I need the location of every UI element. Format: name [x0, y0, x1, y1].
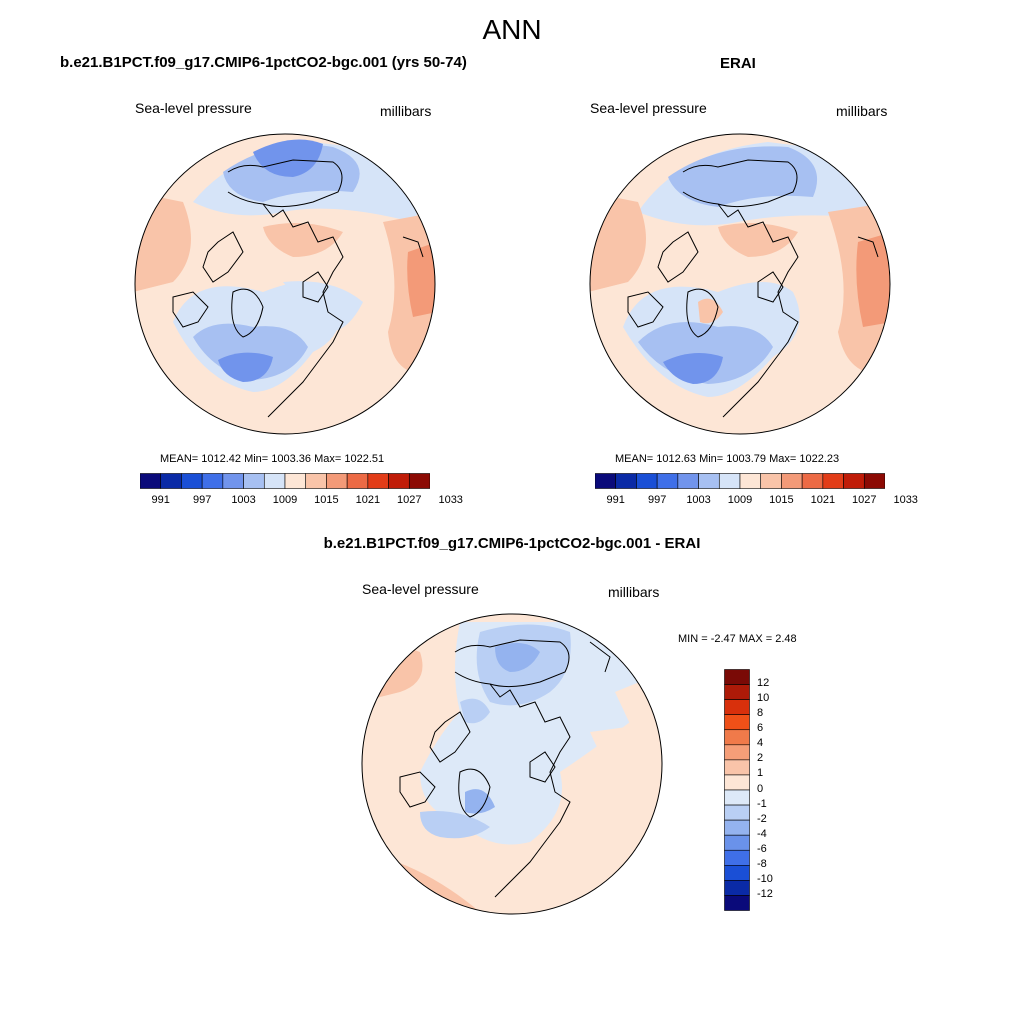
panel3-colorbar-tick-label: 2	[757, 752, 764, 765]
panel3-colorbar-tick-label: -4	[757, 827, 767, 840]
panel3-colorbar-tick-label: -12	[757, 887, 773, 900]
panel2-colorbar-swatch	[822, 473, 844, 489]
panel3-colorbar-swatch	[724, 880, 750, 896]
panel3-colorbar-tick-label: 8	[757, 707, 764, 720]
panel1-colorbar-tick-label: 991	[151, 494, 170, 506]
panel1-colorbar-tick-label: 1027	[397, 494, 422, 506]
panel1-colorbar-tick-label: 1003	[231, 494, 256, 506]
panel1-colorbar-swatch	[408, 473, 430, 489]
panel1-colorbar-swatch	[201, 473, 224, 489]
panel3-variable-label: Sea-level pressure	[362, 581, 479, 597]
panel1-variable-label: Sea-level pressure	[135, 100, 252, 116]
panel3-colorbar-swatch	[724, 789, 750, 806]
panel1-colorbar-tick-label: 1009	[272, 494, 298, 506]
panel2-colorbar-swatch	[615, 473, 637, 489]
panel1-colorbar-swatch	[284, 473, 307, 489]
panel3-colorbar-tick-label: -2	[757, 812, 767, 825]
panel3-colorbar-swatch	[724, 744, 750, 761]
panel2-colorbar	[595, 473, 885, 489]
panel3-colorbar-swatch	[724, 699, 750, 715]
panel2-colorbar-tick-label: 1033	[893, 494, 918, 506]
panel2-stats: MEAN= 1012.63 Min= 1003.79 Max= 1022.23	[615, 453, 840, 465]
panel2-colorbar-tick-label: 991	[606, 494, 625, 506]
panel3-colorbar-swatch	[724, 684, 750, 700]
panel2-colorbar-tick-label: 997	[647, 494, 667, 506]
panel2-colorbar-tick-label: 1003	[686, 494, 711, 506]
panel2-colorbar-swatch	[801, 473, 824, 489]
panel3-colorbar-swatch	[724, 819, 750, 836]
panel2-colorbar-swatch	[677, 473, 699, 489]
panel2-colorbar-swatch	[739, 473, 762, 489]
panel3-colorbar-swatch	[724, 849, 750, 866]
panel3-colorbar-swatch	[724, 759, 750, 776]
panel2-variable-label: Sea-level pressure	[590, 100, 707, 116]
panel3-colorbar	[724, 669, 750, 911]
panel3-colorbar-swatch	[724, 774, 750, 791]
panel1-colorbar-tick-label: 997	[192, 494, 212, 506]
panel2-colorbar-tick-label: 1027	[852, 494, 877, 506]
panel1-stats: MEAN= 1012.42 Min= 1003.36 Max= 1022.51	[160, 453, 385, 465]
panel3-colorbar-swatch	[724, 714, 750, 731]
panel3-colorbar-swatch	[724, 895, 750, 911]
panel2-units-label: millibars	[836, 103, 888, 119]
panel1-colorbar-swatch	[388, 473, 410, 489]
panel1-colorbar-swatch	[181, 473, 203, 489]
panel3-colorbar-swatch	[724, 834, 750, 851]
panel3-colorbar-tick-label: -10	[757, 872, 773, 885]
panel1-colorbar-swatch	[367, 473, 389, 489]
figure-title: ANN	[482, 14, 542, 45]
panel2-colorbar-swatch	[636, 473, 658, 489]
panel3-units-label: millibars	[608, 584, 660, 600]
panel2-colorbar-swatch	[698, 473, 720, 489]
panel1-colorbar-swatch	[326, 473, 348, 489]
panel3-colorbar-tick-label: -8	[757, 857, 767, 870]
panel1-colorbar-swatch	[305, 473, 327, 489]
panel3-colorbar-tick-label: 10	[757, 692, 770, 705]
panel2-colorbar-swatch	[656, 473, 679, 489]
panel1-colorbar-tick-label: 1015	[314, 494, 339, 506]
panel1-colorbar-swatch	[140, 473, 162, 489]
panel3-colorbar-tick-label: 1	[757, 767, 764, 780]
panel3-colorbar-swatch	[724, 669, 750, 685]
panel2-colorbar-swatch	[760, 473, 782, 489]
panel1-colorbar-swatch	[160, 473, 182, 489]
panel1-polar-map	[134, 133, 436, 435]
panel1-units-label: millibars	[380, 103, 432, 119]
panel3-colorbar-tick-label: 0	[757, 782, 764, 795]
panel2-colorbar-swatch	[718, 473, 741, 489]
panel3-stats: MIN = -2.47 MAX = 2.48	[678, 633, 797, 645]
panel3-polar-map	[361, 613, 663, 915]
panel3-colorbar-tick-label: 4	[757, 737, 764, 750]
panel2-colorbar-tick-label: 1009	[727, 494, 753, 506]
panel3-colorbar-swatch	[724, 729, 750, 746]
panel1-colorbar-swatch	[346, 473, 369, 489]
panel1-colorbar-swatch	[243, 473, 265, 489]
panel2-colorbar-tick-label: 1021	[810, 494, 836, 506]
panel2-colorbar-swatch	[843, 473, 865, 489]
panel3-colorbar-tick-label: 12	[757, 677, 770, 690]
panel2-colorbar-swatch	[781, 473, 803, 489]
panel3-title: b.e21.B1PCT.f09_g17.CMIP6-1pctCO2-bgc.00…	[323, 535, 701, 552]
panel3-colorbar-swatch	[724, 804, 750, 821]
panel2-colorbar-swatch	[595, 473, 617, 489]
panel2-colorbar-tick-label: 1015	[769, 494, 794, 506]
panel3-colorbar-tick-label: -6	[757, 842, 767, 855]
panel3-colorbar-swatch	[724, 865, 750, 881]
panel3-colorbar-tick-label: -1	[757, 797, 767, 810]
panel1-title: b.e21.B1PCT.f09_g17.CMIP6-1pctCO2-bgc.00…	[60, 54, 467, 71]
panel1-colorbar	[140, 473, 430, 489]
panel3-colorbar-tick-label: 6	[757, 722, 764, 735]
panel2-colorbar-swatch	[863, 473, 885, 489]
panel2-title: ERAI	[720, 55, 756, 72]
panel2-polar-map	[589, 133, 891, 435]
panel1-colorbar-tick-label: 1033	[438, 494, 463, 506]
panel1-colorbar-tick-label: 1021	[355, 494, 381, 506]
panel1-colorbar-swatch	[263, 473, 286, 489]
panel1-colorbar-swatch	[222, 473, 244, 489]
